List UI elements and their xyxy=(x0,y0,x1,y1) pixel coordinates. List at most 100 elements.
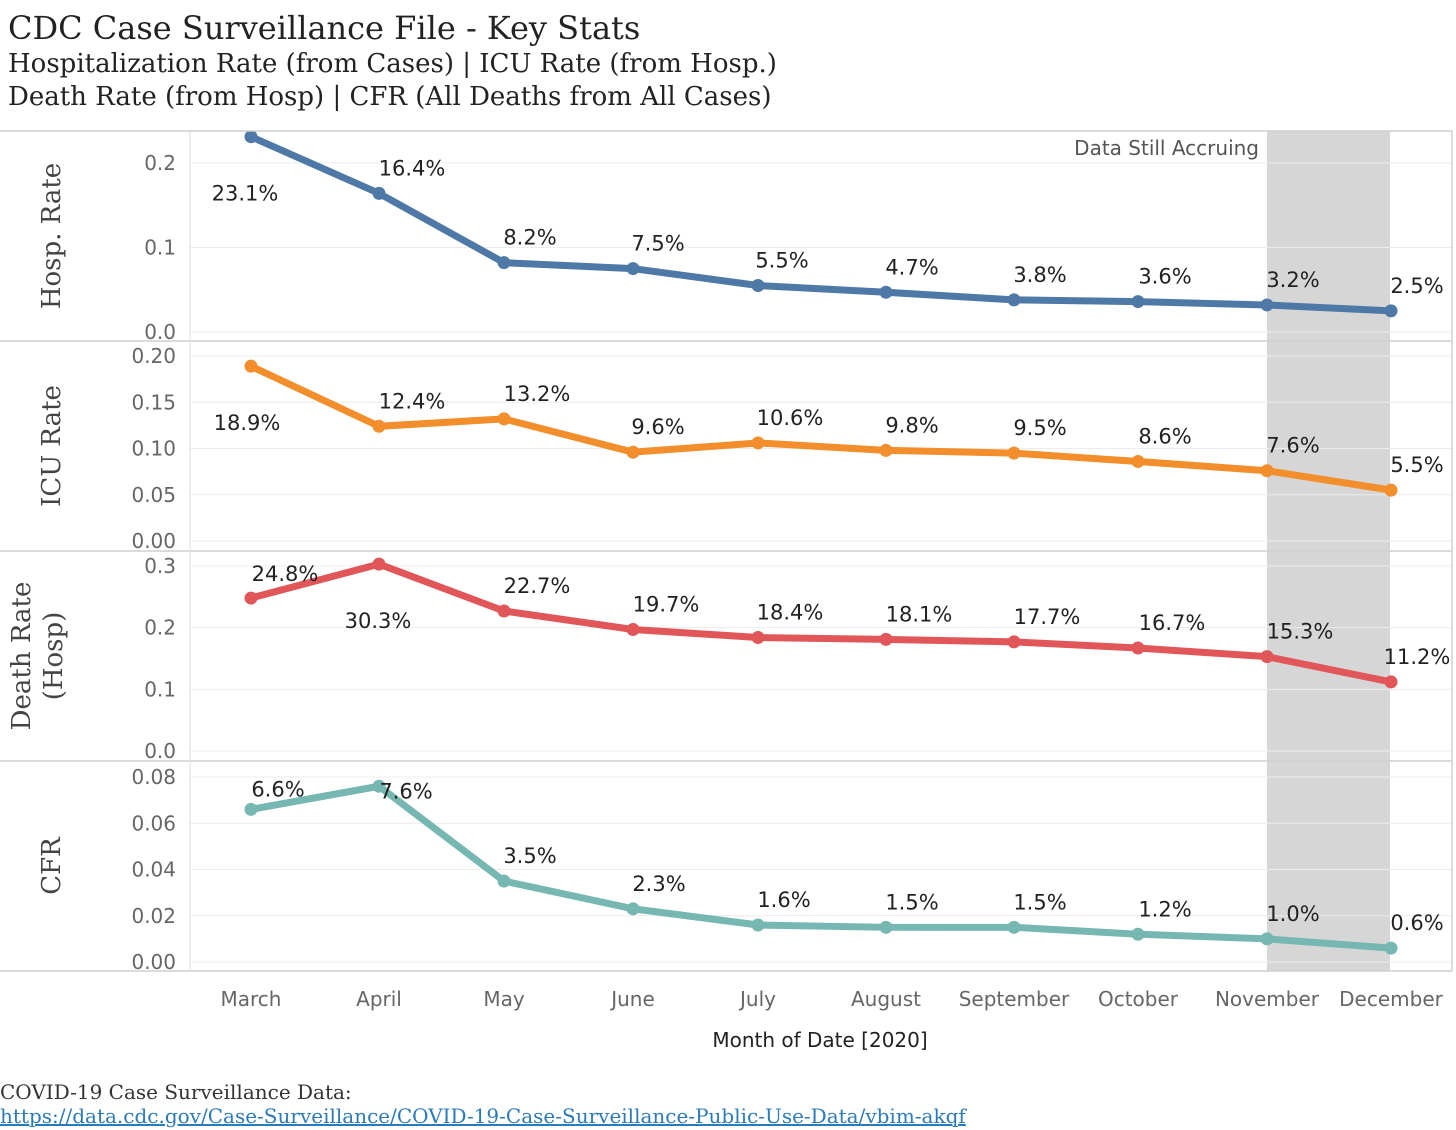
data-label: 1.5% xyxy=(1013,890,1066,914)
data-label: 23.1% xyxy=(212,182,279,206)
data-point xyxy=(1384,941,1398,955)
data-point xyxy=(751,436,765,450)
data-point xyxy=(1007,635,1021,649)
x-tick-label: August xyxy=(851,987,921,1011)
y-tick-label: 0.3 xyxy=(144,554,176,578)
y-tick-label: 0.06 xyxy=(131,811,176,835)
y-tick-label: 0.08 xyxy=(131,765,176,789)
data-label: 16.7% xyxy=(1139,611,1206,635)
data-point xyxy=(1260,932,1274,946)
data-label: 3.2% xyxy=(1266,268,1319,292)
x-tick-label: October xyxy=(1098,987,1179,1011)
data-point xyxy=(879,632,893,646)
data-label: 17.7% xyxy=(1014,605,1081,629)
data-label: 15.3% xyxy=(1267,620,1334,644)
y-tick-label: 0.20 xyxy=(131,344,176,368)
y-tick-label: 0.0 xyxy=(144,320,176,344)
x-tick-label: March xyxy=(221,987,282,1011)
data-label: 3.6% xyxy=(1138,265,1191,289)
x-tick-label: November xyxy=(1215,987,1320,1011)
data-label: 7.5% xyxy=(631,232,684,256)
data-point xyxy=(372,186,386,200)
data-point xyxy=(1131,454,1145,468)
data-label: 3.8% xyxy=(1013,263,1066,287)
data-label: 18.4% xyxy=(757,601,824,625)
data-label: 12.4% xyxy=(379,389,446,413)
data-label: 8.6% xyxy=(1138,424,1191,448)
data-point xyxy=(879,443,893,457)
data-label: 4.7% xyxy=(885,255,938,279)
data-label: 9.5% xyxy=(1013,416,1066,440)
y-axis-title: CFR xyxy=(37,836,67,895)
source-link[interactable]: https://data.cdc.gov/Case-Surveillance/C… xyxy=(0,1104,966,1128)
data-point xyxy=(751,279,765,292)
data-point xyxy=(626,902,640,916)
data-label: 0.6% xyxy=(1390,911,1443,935)
y-tick-label: 0.04 xyxy=(131,858,176,882)
data-label: 24.8% xyxy=(252,562,319,586)
data-point xyxy=(1131,641,1145,655)
data-label: 3.5% xyxy=(503,844,556,868)
data-label: 5.5% xyxy=(1390,453,1443,477)
data-point xyxy=(1131,295,1145,309)
y-tick-label: 0.2 xyxy=(144,616,176,640)
data-label: 22.7% xyxy=(504,574,571,598)
y-tick-label: 0.10 xyxy=(131,437,176,461)
series-line xyxy=(247,560,1395,686)
data-label: 18.9% xyxy=(214,411,281,435)
data-label: 1.2% xyxy=(1138,897,1191,921)
data-label: 1.6% xyxy=(757,888,810,912)
x-tick-label: July xyxy=(738,987,776,1011)
data-point xyxy=(1131,927,1145,941)
y-tick-label: 0.00 xyxy=(131,529,176,553)
y-axis-title: Death Rate(Hosp) xyxy=(7,582,69,731)
data-label: 6.6% xyxy=(251,777,304,801)
source-label: COVID-19 Case Surveillance Data: xyxy=(0,1080,352,1104)
y-tick-label: 0.00 xyxy=(131,950,176,974)
data-point xyxy=(751,631,765,645)
data-point xyxy=(1260,298,1274,312)
data-label: 9.8% xyxy=(885,413,938,437)
data-point xyxy=(879,285,893,299)
data-point xyxy=(497,256,511,270)
data-label: 1.0% xyxy=(1266,902,1319,926)
data-point xyxy=(751,918,765,932)
data-label: 30.3% xyxy=(345,609,412,633)
data-point xyxy=(1260,650,1274,664)
x-tick-label: December xyxy=(1339,987,1443,1011)
title-block: CDC Case Surveillance File - Key Stats H… xyxy=(8,8,777,114)
data-point xyxy=(1007,293,1021,307)
data-point xyxy=(626,262,640,276)
data-point xyxy=(1384,304,1398,318)
y-tick-label: 0.02 xyxy=(131,904,176,928)
y-tick-label: 0.0 xyxy=(144,739,176,763)
y-axis-title: ICU Rate xyxy=(37,385,67,507)
data-point xyxy=(879,920,893,934)
data-label: 2.5% xyxy=(1390,274,1443,298)
x-tick-label: April xyxy=(356,987,402,1011)
y-tick-label: 0.2 xyxy=(144,151,176,175)
x-axis-title: Month of Date [2020] xyxy=(712,1028,927,1052)
data-point xyxy=(372,419,386,433)
series-line xyxy=(247,362,1395,494)
data-label: 5.5% xyxy=(755,249,808,273)
y-tick-label: 0.05 xyxy=(131,483,176,507)
data-point xyxy=(1260,464,1274,478)
data-point xyxy=(626,623,640,637)
data-point xyxy=(372,557,386,571)
series-line xyxy=(247,133,1395,315)
data-label: 1.5% xyxy=(885,890,938,914)
data-label: 11.2% xyxy=(1384,645,1451,669)
chart-title: CDC Case Surveillance File - Key Stats xyxy=(8,9,641,47)
y-tick-label: 0.1 xyxy=(144,677,176,701)
data-label: 8.2% xyxy=(503,226,556,250)
chart-subtitle-line2: Death Rate (from Hosp) | CFR (All Deaths… xyxy=(8,82,772,112)
data-point xyxy=(244,802,258,816)
data-point xyxy=(244,130,258,144)
data-label: 18.1% xyxy=(886,602,953,626)
data-point xyxy=(1007,446,1021,460)
data-label: 2.3% xyxy=(632,872,685,896)
data-point xyxy=(244,359,258,373)
chart: Data Still Accruing 0.0 0.1 0.2 Hosp. Rate 23… xyxy=(0,130,1453,1052)
data-label: 7.6% xyxy=(379,779,432,803)
